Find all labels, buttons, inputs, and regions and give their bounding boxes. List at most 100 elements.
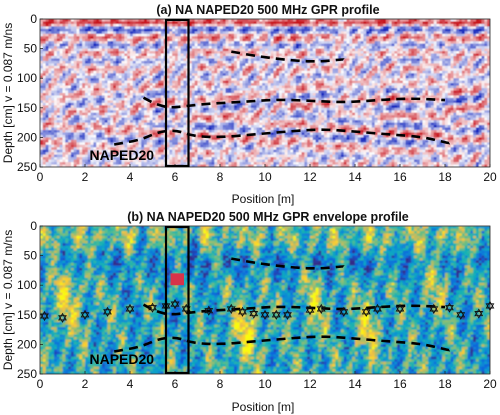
heatmap-cell <box>149 73 154 77</box>
heatmap-cell <box>194 144 199 148</box>
heatmap-cell <box>93 80 97 84</box>
heatmap-cell <box>130 60 134 64</box>
heatmap-cell <box>183 21 187 25</box>
heatmap-cell <box>56 130 61 134</box>
heatmap-cell <box>73 41 78 45</box>
heatmap-cell <box>211 88 215 92</box>
heatmap-cell <box>205 142 210 146</box>
heatmap-cell <box>149 36 154 40</box>
heatmap-cell <box>76 152 80 156</box>
heatmap-cell <box>110 137 114 141</box>
heatmap-cell <box>79 51 83 55</box>
heatmap-cell <box>149 68 154 72</box>
heatmap-cell <box>96 97 100 101</box>
heatmap-cell <box>110 132 114 136</box>
heatmap-cell <box>62 85 66 89</box>
heatmap-cell <box>76 93 80 97</box>
heatmap-cell <box>200 162 204 166</box>
heatmap-cell <box>96 65 100 69</box>
heatmap-cell <box>152 162 156 166</box>
heatmap-cell <box>200 36 204 40</box>
heatmap-cell <box>175 159 179 163</box>
heatmap-cell <box>110 23 114 27</box>
heatmap-cell <box>48 46 52 50</box>
heatmap-cell <box>65 65 69 69</box>
heatmap-cell <box>169 73 173 77</box>
heatmap-cell <box>200 28 204 32</box>
heatmap-cell <box>177 110 182 114</box>
heatmap-cell <box>65 144 69 148</box>
heatmap-cell <box>45 23 50 27</box>
heatmap-cell <box>65 132 69 136</box>
heatmap-cell <box>152 78 156 82</box>
heatmap-cell <box>180 68 185 72</box>
heatmap-cell <box>65 134 69 138</box>
heatmap-cell <box>132 157 137 161</box>
heatmap-cell <box>189 78 193 82</box>
heatmap-cell <box>132 88 137 92</box>
heatmap-cell <box>135 164 140 167</box>
heatmap-cell <box>68 85 72 89</box>
heatmap-cell <box>203 157 207 161</box>
heatmap-cell <box>141 112 145 116</box>
heatmap-cell <box>200 110 204 114</box>
heatmap-cell <box>177 132 182 136</box>
heatmap-cell <box>169 38 173 42</box>
heatmap-cell <box>211 93 215 97</box>
heatmap-cell <box>194 134 199 138</box>
heatmap-cell <box>56 152 61 156</box>
heatmap-cell <box>99 107 103 111</box>
heatmap-cell <box>62 31 66 35</box>
heatmap-cell <box>130 95 134 99</box>
heatmap-cell <box>135 53 140 57</box>
heatmap-cell <box>155 36 159 40</box>
heatmap-cell <box>68 70 72 74</box>
heatmap-cell <box>180 56 185 60</box>
heatmap-cell <box>59 53 64 57</box>
heatmap-cell <box>45 93 50 97</box>
heatmap-cell <box>135 43 140 47</box>
heatmap-cell <box>113 53 117 57</box>
heatmap-cell <box>99 137 103 141</box>
heatmap-cell <box>42 28 47 32</box>
heatmap-cell <box>144 137 148 141</box>
heatmap-cell <box>68 130 72 134</box>
heatmap-cell <box>82 19 86 23</box>
heatmap-cell <box>82 100 86 104</box>
heatmap-cell <box>90 48 95 52</box>
heatmap-cell <box>152 68 156 72</box>
heatmap-cell <box>42 93 47 97</box>
heatmap-cell <box>96 68 100 72</box>
heatmap-cell <box>124 65 128 69</box>
heatmap-cell <box>141 58 145 62</box>
heatmap-cell <box>130 142 134 146</box>
heatmap-cell <box>144 60 148 64</box>
heatmap-cell <box>208 112 213 116</box>
heatmap-cell <box>130 132 134 136</box>
heatmap-cell <box>149 127 154 131</box>
heatmap-cell <box>175 149 179 153</box>
heatmap-cell <box>197 41 201 45</box>
heatmap-cell <box>158 46 162 50</box>
heatmap-cell <box>194 149 199 153</box>
heatmap-cell <box>149 46 154 50</box>
heatmap-cell <box>197 88 201 92</box>
heatmap-cell <box>132 68 137 72</box>
heatmap-cell <box>121 85 125 89</box>
heatmap-cell <box>169 147 173 151</box>
heatmap-cell <box>54 23 58 27</box>
heatmap-cell <box>180 93 185 97</box>
heatmap-cell <box>194 48 199 52</box>
heatmap-cell <box>40 152 44 156</box>
heatmap-cell <box>76 83 80 87</box>
heatmap-cell <box>73 157 78 161</box>
heatmap-cell <box>99 63 103 67</box>
heatmap-cell <box>48 134 52 138</box>
heatmap-cell <box>203 120 207 124</box>
heatmap-cell <box>48 102 52 106</box>
heatmap-cell <box>90 107 95 111</box>
heatmap-cell <box>149 110 154 114</box>
heatmap-cell <box>155 164 159 167</box>
heatmap-cell <box>107 149 111 153</box>
heatmap-cell <box>87 28 92 32</box>
